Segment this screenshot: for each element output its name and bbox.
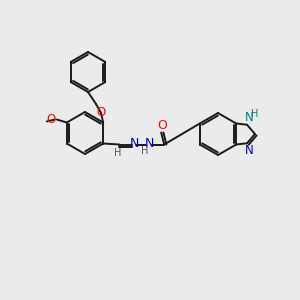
Text: N: N [245, 144, 254, 157]
Text: N: N [145, 137, 154, 150]
Text: H: H [251, 109, 259, 119]
Text: O: O [157, 119, 167, 132]
Text: H: H [142, 146, 149, 157]
Text: O: O [46, 113, 56, 126]
Text: O: O [96, 106, 106, 119]
Text: N: N [130, 137, 139, 150]
Text: N: N [245, 111, 254, 124]
Text: H: H [115, 148, 122, 158]
